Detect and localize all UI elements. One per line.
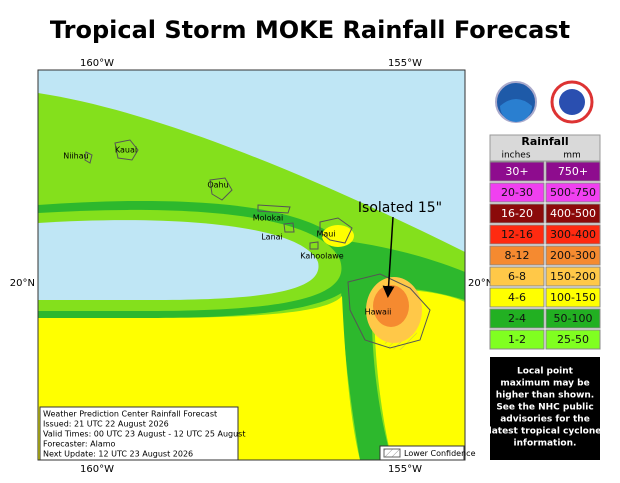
lon-label: 160°W: [80, 464, 114, 475]
annotation: Isolated 15": [358, 200, 442, 216]
note-line: latest tropical cyclone: [489, 427, 602, 437]
legend-swatch: [489, 224, 545, 245]
island-label: Kauai: [115, 146, 137, 155]
info-lines: Weather Prediction Center Rainfall Forec…: [43, 410, 245, 459]
note-line: Local point: [517, 367, 574, 377]
info-line: Forecaster: Alamo: [43, 440, 116, 449]
legend-mm: 150-200: [550, 270, 596, 283]
note: Local point maximum may be higher than sho…: [489, 367, 602, 449]
legend-inches: 6-8: [508, 270, 526, 283]
map-frame: [37, 69, 466, 461]
note-line: maximum may be: [500, 379, 589, 389]
legend-swatch: [489, 161, 545, 182]
lower-confidence: Lower Confidence: [404, 449, 476, 458]
info-line: Weather Prediction Center Rainfall Forec…: [43, 410, 217, 419]
note-line: See the NHC public: [496, 403, 593, 413]
island-label: Kahoolawe: [300, 252, 344, 261]
legend-swatch: [545, 161, 601, 182]
note-line: information.: [514, 439, 577, 449]
legend-inches: 30+: [505, 165, 528, 178]
island-label: Lanai: [261, 233, 283, 242]
legend-mm: 100-150: [550, 291, 596, 304]
lower-confidence-box: [379, 445, 465, 461]
legend-header: [489, 134, 601, 162]
legend-mm: 50-100: [554, 312, 593, 325]
hatch-swatch: [383, 448, 401, 458]
legend-mm: 400-500: [550, 207, 596, 220]
lon-label: 155°W: [388, 464, 422, 475]
legend-swatch: [545, 308, 601, 329]
legend-inches: 20-30: [501, 186, 533, 199]
legend-inches: 16-20: [501, 207, 533, 220]
lon-label: 160°W: [80, 58, 114, 69]
legend-inches: 1-2: [508, 333, 526, 346]
legend-inches: 4-6: [508, 291, 526, 304]
legend-swatch: [489, 329, 545, 350]
legend-mm: 300-400: [550, 228, 596, 241]
lat-label: 20°N: [468, 278, 493, 289]
island-label: Niihau: [63, 152, 88, 161]
legend-swatch: [545, 182, 601, 203]
legend-title: Rainfall: [521, 135, 568, 148]
lon-label: 155°W: [388, 58, 422, 69]
legend-swatch: [545, 224, 601, 245]
legend-inches: 2-4: [508, 312, 526, 325]
info-box: [39, 406, 239, 461]
lat-label: 20°N: [10, 278, 35, 289]
note-line: higher than shown.: [496, 391, 594, 401]
legend-unit: mm: [563, 151, 581, 161]
legend-swatch: [489, 182, 545, 203]
legend-swatch: [489, 245, 545, 266]
legend-swatch: [545, 266, 601, 287]
map: [38, 70, 465, 460]
island-label: Oahu: [207, 181, 228, 190]
legend-swatch: [489, 203, 545, 224]
legend-inches: 8-12: [505, 249, 530, 262]
legend-swatch: [489, 287, 545, 308]
legend-rows: 30+ 750+ 20-30 500-750 16-20 400-500 12-16 300-…: [489, 161, 601, 350]
island-labels: Niihau Kauai Oahu Molokai Lanai Maui Kahoolawe…: [63, 146, 391, 317]
info-line: Issued: 21 UTC 22 August 2026: [43, 420, 169, 429]
legend-swatch: [489, 266, 545, 287]
island-label: Molokai: [253, 214, 284, 223]
info-line: Next Update: 12 UTC 23 August 2026: [43, 450, 193, 459]
legend-unit: inches: [501, 151, 530, 161]
legend-mm: 200-300: [550, 249, 596, 262]
legend-swatch: [545, 287, 601, 308]
title: Tropical Storm MOKE Rainfall Forecast: [50, 16, 570, 44]
island-label: Hawaii: [365, 308, 392, 317]
legend-swatch: [489, 308, 545, 329]
legend-inches: 12-16: [501, 228, 533, 241]
note-box: [490, 357, 600, 460]
info-line: Valid Times: 00 UTC 23 August - 12 UTC 2…: [43, 430, 245, 439]
legend-swatch: [545, 203, 601, 224]
legend-mm: 750+: [558, 165, 588, 178]
logos: [495, 80, 594, 124]
legend-mm: 500-750: [550, 186, 596, 199]
island-label: Maui: [316, 230, 335, 239]
note-line: advisories for the: [500, 415, 590, 425]
legend-mm: 25-50: [557, 333, 589, 346]
legend-swatch: [545, 329, 601, 350]
legend-swatch: [545, 245, 601, 266]
